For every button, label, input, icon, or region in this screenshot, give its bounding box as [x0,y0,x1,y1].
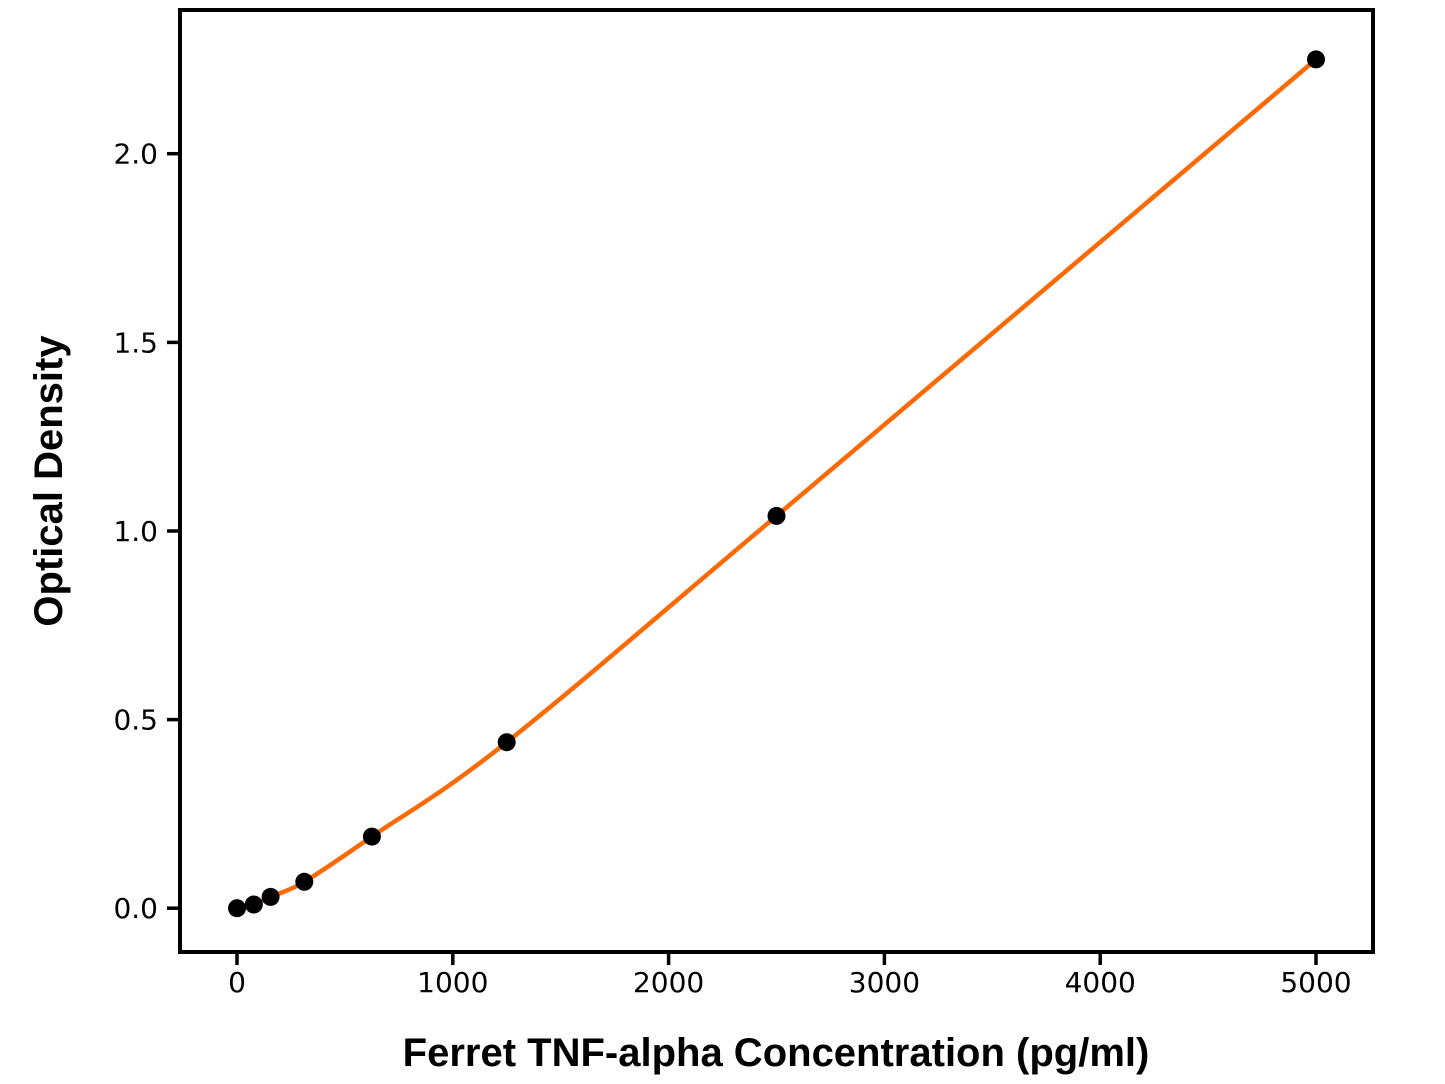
y-tick-label: 2.0 [113,138,158,171]
data-point-marker [362,827,381,846]
y-tick-label: 0.0 [113,892,158,925]
x-axis-title: Ferret TNF-alpha Concentration (pg/ml) [403,1031,1150,1075]
data-point-marker [497,733,516,752]
y-tick-label: 0.5 [113,704,158,737]
x-tick-label: 2000 [633,966,704,999]
x-tick-label: 4000 [1065,966,1136,999]
data-point-marker [1307,50,1325,69]
data-point-marker [244,895,263,914]
data-point-marker [767,506,786,525]
y-tick-label: 1.5 [113,326,158,359]
x-tick-label: 5000 [1280,966,1351,999]
data-point-marker [261,887,280,906]
x-tick-label: 0 [228,966,246,999]
fitted-curve [234,57,1319,911]
y-tick-label: 1.0 [113,515,158,548]
plot-border [178,8,1375,954]
x-tick-label: 1000 [417,966,488,999]
y-axis-title: Optical Density [27,335,71,627]
plot-area: 0 1000 2000 3000 4000 5000 0.0 0.5 1.0 1.5 2.0 [113,8,1375,999]
x-tick-label: 3000 [849,966,920,999]
data-point-marker [295,872,314,891]
data-point-marker [228,899,246,918]
